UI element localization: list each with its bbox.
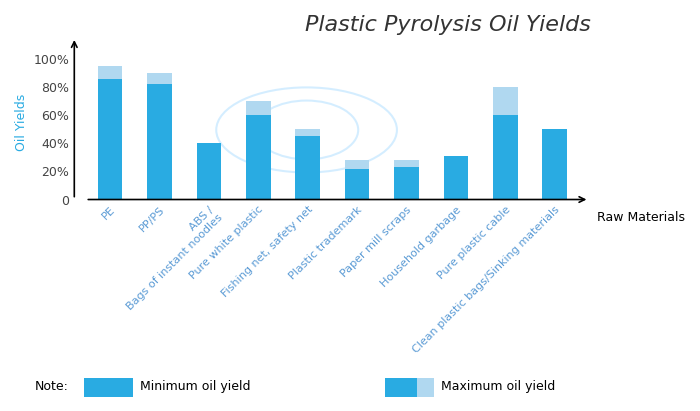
Bar: [147, 84, 172, 199]
Bar: [98, 66, 122, 199]
Bar: [493, 115, 517, 199]
Bar: [197, 143, 221, 199]
Bar: [444, 156, 468, 199]
Bar: [246, 101, 271, 199]
Bar: [345, 160, 370, 199]
Bar: [246, 115, 271, 199]
Bar: [197, 143, 221, 199]
Text: Plastic Pyrolysis Oil Yields: Plastic Pyrolysis Oil Yields: [304, 15, 591, 35]
Bar: [295, 129, 320, 199]
Bar: [542, 129, 567, 199]
Text: Maximum oil yield: Maximum oil yield: [441, 380, 555, 393]
Text: Minimum oil yield: Minimum oil yield: [140, 380, 251, 393]
Bar: [542, 129, 567, 199]
Bar: [147, 73, 172, 199]
Bar: [444, 156, 468, 199]
Y-axis label: Oil Yields: Oil Yields: [15, 94, 28, 151]
Bar: [394, 160, 419, 199]
Text: Note:: Note:: [35, 380, 69, 393]
Bar: [98, 79, 122, 199]
Bar: [345, 169, 370, 199]
Bar: [295, 136, 320, 199]
Text: Raw Materials: Raw Materials: [596, 211, 685, 224]
Bar: [493, 87, 517, 199]
Bar: [394, 167, 419, 199]
